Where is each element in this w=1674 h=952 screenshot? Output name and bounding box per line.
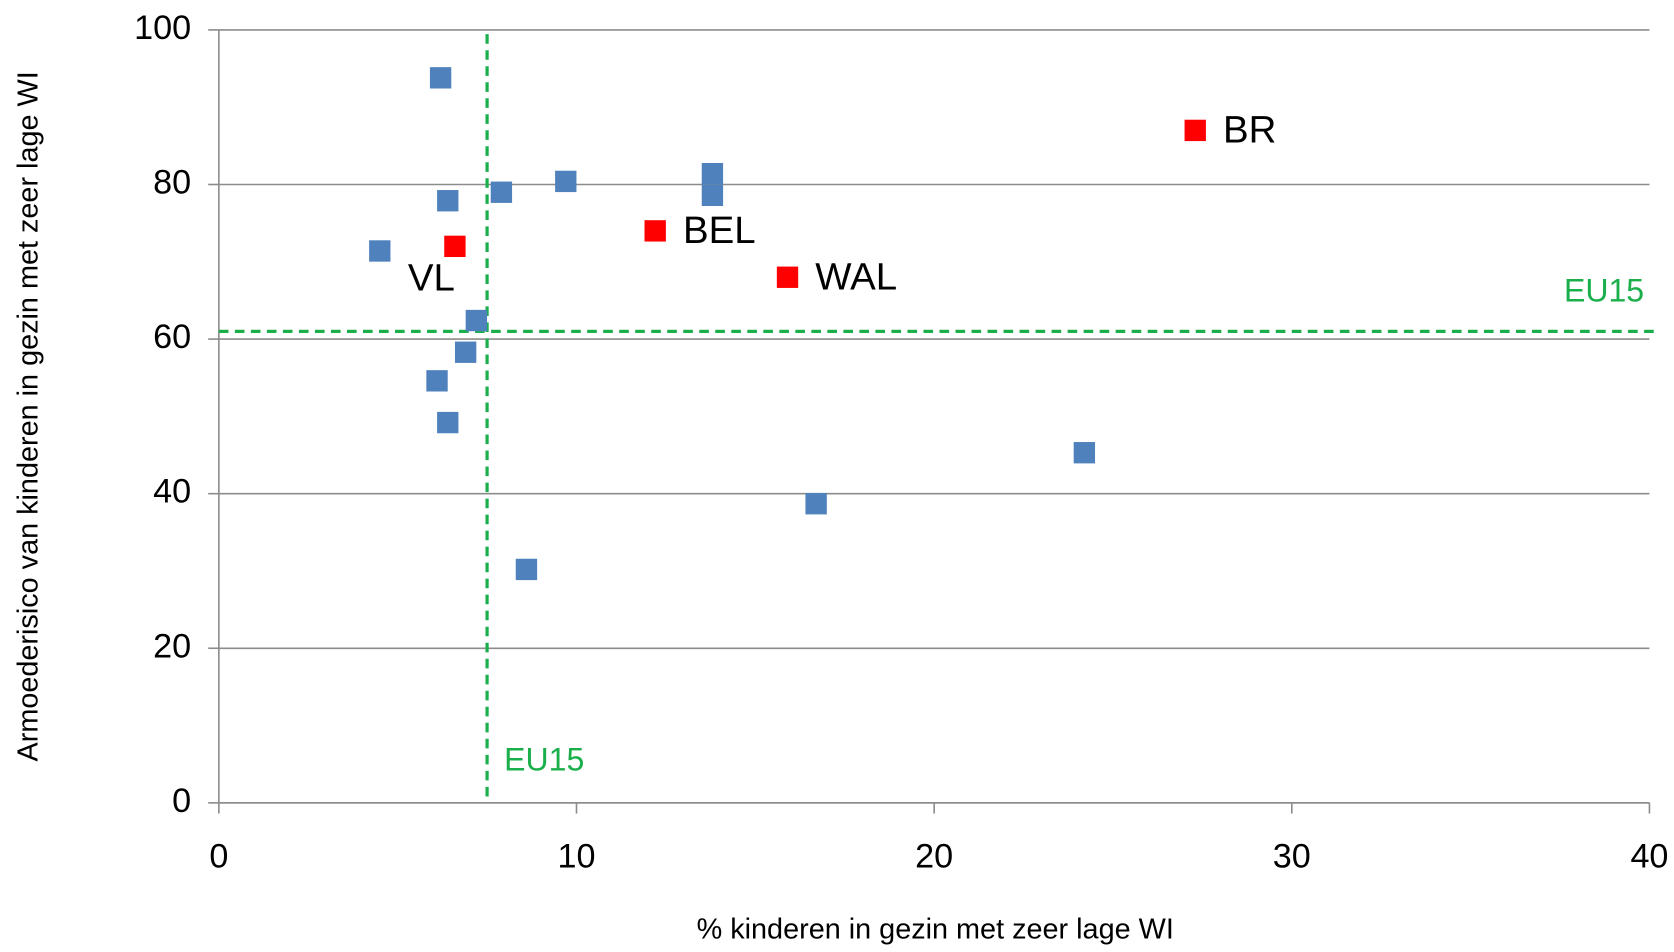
y-tick-label: 40 <box>153 473 191 511</box>
data-point <box>369 240 391 262</box>
y-tick-label: 60 <box>153 318 191 356</box>
reference-label: EU15 <box>1564 272 1644 308</box>
x-tick-label: 20 <box>915 837 953 875</box>
y-tick-label: 0 <box>172 782 191 820</box>
point-label: VL <box>408 257 455 300</box>
data-point <box>490 181 513 203</box>
x-tick-label: 0 <box>209 837 228 875</box>
data-point <box>437 411 459 434</box>
data-point <box>465 309 488 332</box>
data-point <box>454 341 477 363</box>
data-point <box>555 170 577 193</box>
data-point <box>644 220 666 242</box>
point-label: BEL <box>683 209 756 252</box>
x-tick-label: 30 <box>1273 837 1311 875</box>
y-tick-label: 20 <box>153 627 191 665</box>
data-point <box>429 67 452 89</box>
data-point <box>701 163 724 185</box>
x-axis-title: % kinderen in gezin met zeer lage WI <box>697 914 1174 946</box>
reference-label: EU15 <box>504 742 584 778</box>
y-tick-label: 80 <box>153 164 191 202</box>
data-point <box>805 493 827 515</box>
point-label: WAL <box>815 256 897 299</box>
data-point <box>1073 442 1096 464</box>
x-tick-label: 40 <box>1630 837 1668 875</box>
data-point <box>426 370 448 392</box>
data-point <box>515 558 538 581</box>
point-label: BR <box>1223 109 1276 152</box>
y-axis-title: Armoederisico van kinderen in gezin met … <box>13 71 45 761</box>
data-point <box>444 235 466 258</box>
data-point <box>1184 119 1206 142</box>
x-tick-label: 10 <box>558 837 596 875</box>
data-point <box>701 184 724 206</box>
data-point <box>776 266 799 288</box>
y-tick-label: 100 <box>134 9 191 47</box>
data-point <box>437 190 459 212</box>
